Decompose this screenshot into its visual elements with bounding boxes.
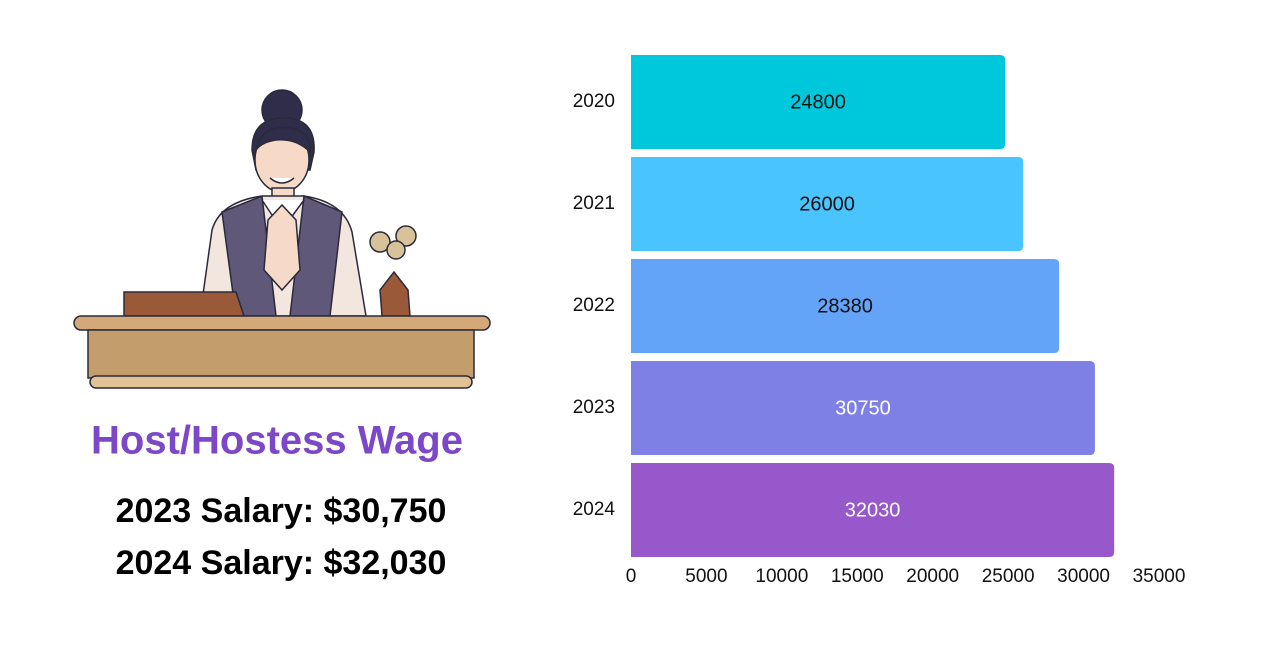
y-tick-label: 2020 xyxy=(573,91,615,112)
bar xyxy=(631,157,1024,251)
value-label: 32030 xyxy=(845,499,901,521)
x-tick-label: 20000 xyxy=(906,566,959,587)
bar xyxy=(631,361,1095,455)
value-label: 30750 xyxy=(835,397,891,419)
x-tick-label: 25000 xyxy=(982,566,1035,587)
salary-line: 2023 Salary: $30,750 xyxy=(116,492,447,530)
y-tick-label: 2023 xyxy=(573,397,615,418)
x-tick-label: 5000 xyxy=(685,566,727,587)
x-tick-label: 15000 xyxy=(831,566,884,587)
salary-line: 2024 Salary: $32,030 xyxy=(116,544,447,582)
value-label: 28380 xyxy=(817,295,873,317)
x-tick-label: 35000 xyxy=(1133,566,1186,587)
y-tick-label: 2024 xyxy=(573,499,616,520)
x-tick-label: 10000 xyxy=(755,566,808,587)
x-tick-label: 30000 xyxy=(1057,566,1110,587)
y-tick-label: 2022 xyxy=(573,295,615,316)
value-label: 26000 xyxy=(799,193,855,215)
title: Host/Hostess Wage xyxy=(91,419,463,463)
bar xyxy=(631,463,1115,557)
x-tick-label: 0 xyxy=(626,566,637,587)
value-label: 24800 xyxy=(790,91,846,113)
illustration xyxy=(73,89,491,389)
bar xyxy=(631,259,1060,353)
bar xyxy=(631,55,1006,149)
y-tick-label: 2021 xyxy=(573,193,615,214)
